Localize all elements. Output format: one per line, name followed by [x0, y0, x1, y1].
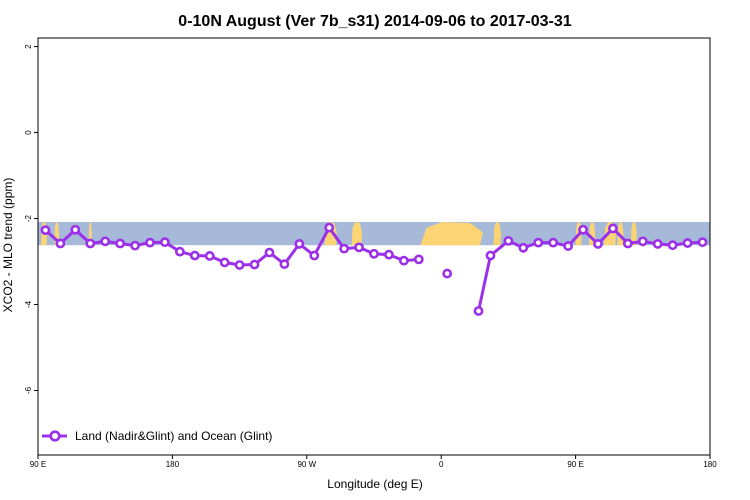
data-point	[100, 236, 111, 247]
legend-marker-icon	[49, 430, 61, 442]
data-point	[384, 249, 394, 260]
data-point	[174, 246, 185, 257]
data-point	[578, 224, 588, 235]
south-america-land	[351, 221, 363, 246]
y-axis-label: XCO2 - MLO trend (ppm)	[1, 178, 15, 313]
data-point	[563, 241, 574, 251]
data-point	[637, 236, 648, 247]
africa-east-land	[493, 221, 501, 246]
data-point	[398, 255, 409, 266]
y-tick-label: 0	[24, 130, 33, 135]
x-tick-label: 180	[703, 460, 717, 469]
ocean-band	[38, 221, 710, 246]
x-tick-label: 90 E	[30, 460, 46, 469]
data-point	[697, 237, 708, 248]
data-point	[667, 240, 678, 251]
data-point	[294, 239, 305, 249]
africa-west-land	[420, 221, 484, 246]
data-point	[339, 243, 350, 254]
data-point	[369, 248, 379, 259]
x-tick-label: 180	[166, 460, 180, 469]
data-point	[85, 238, 96, 249]
legend-label: Land (Nadir&Glint) and Ocean (Glint)	[75, 429, 272, 443]
data-point	[279, 259, 290, 270]
y-tick-label: -6	[24, 386, 33, 394]
data-point	[234, 260, 245, 270]
data-point	[309, 250, 320, 261]
data-point	[189, 250, 200, 261]
y-tick-label: -2	[24, 214, 33, 222]
data-point	[608, 223, 618, 234]
y-tick-label: 2	[24, 44, 33, 49]
data-point	[219, 257, 230, 268]
data-point	[264, 247, 275, 258]
x-axis-label: Longitude (deg E)	[327, 477, 422, 491]
plot-frame	[37, 37, 711, 456]
data-point	[40, 225, 51, 236]
x-tick-label: 90 E	[567, 460, 583, 469]
data-point	[324, 222, 335, 233]
data-point	[533, 237, 544, 248]
data-point	[473, 306, 484, 316]
chart-title: 0-10N August (Ver 7b_s31) 2014-09-06 to …	[178, 13, 571, 30]
data-point	[55, 238, 66, 249]
x-tick-label: 0	[439, 460, 444, 469]
data-point	[145, 237, 155, 248]
data-point	[204, 251, 215, 261]
data-point	[622, 238, 633, 249]
data-point	[160, 237, 170, 248]
data-point	[548, 237, 559, 248]
data-point	[115, 238, 126, 249]
data-point	[652, 239, 663, 249]
data-point	[682, 238, 693, 248]
x-axis: 90 E 180 90 W 0 90 E 180	[30, 455, 717, 469]
data-point	[593, 239, 603, 249]
data-point	[413, 254, 424, 265]
data-point	[442, 268, 453, 279]
data-point	[249, 259, 260, 270]
data-point	[503, 236, 514, 246]
series-line-segment-2	[477, 226, 703, 312]
y-axis: 2 0 -2 -4 -6	[24, 44, 38, 394]
x-tick-label: 90 W	[297, 460, 316, 469]
data-point	[354, 242, 364, 253]
island-land	[630, 221, 637, 246]
data-point	[518, 242, 529, 253]
legend: Land (Nadir&Glint) and Ocean (Glint)	[42, 429, 272, 443]
data-point	[70, 224, 81, 235]
data-point	[485, 250, 496, 261]
y-tick-label: -4	[24, 300, 33, 308]
data-point	[130, 240, 140, 251]
series-points	[40, 222, 708, 316]
